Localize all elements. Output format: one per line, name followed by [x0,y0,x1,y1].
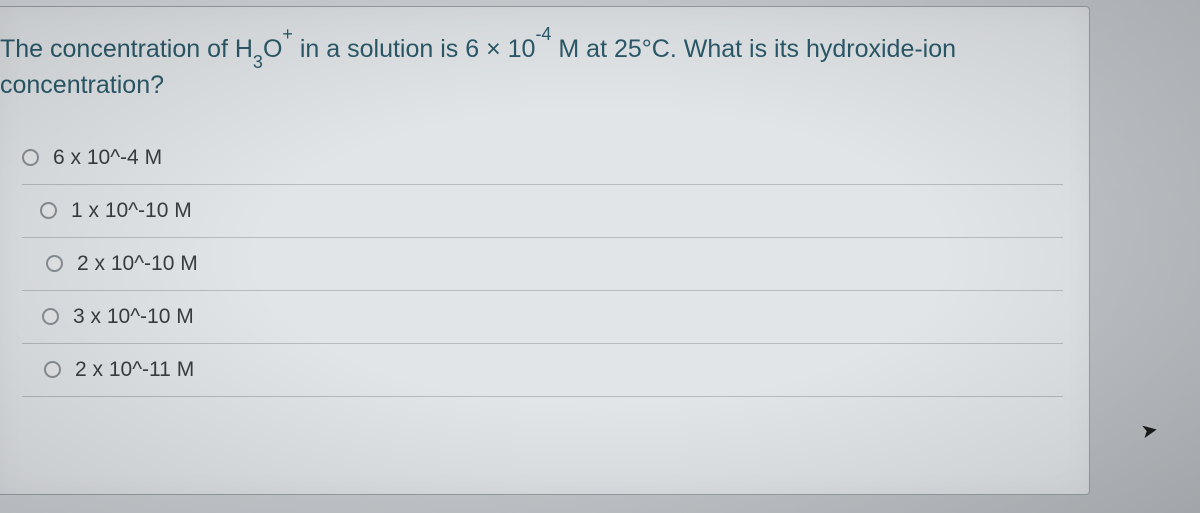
option-row[interactable]: 3 x 10^-10 M [22,291,1063,344]
radio-icon[interactable] [42,308,59,325]
options-list: 6 x 10^-4 M 1 x 10^-10 M 2 x 10^-10 M 3 … [0,132,1063,397]
q-part-prefix: The concentration of H [0,35,253,63]
q-part-mid1: O [263,35,282,63]
radio-icon[interactable] [40,202,57,219]
q-part-mid2: in a solution is 6 × 10 [293,35,536,63]
option-row[interactable]: 2 x 10^-10 M [22,238,1063,291]
q-sup-2: -4 [535,24,551,44]
option-label: 2 x 10^-11 M [75,358,194,382]
question-text: The concentration of H3O+ in a solution … [0,31,1063,104]
q-sub-1: 3 [253,52,263,72]
question-card: The concentration of H3O+ in a solution … [0,6,1090,495]
q-part-mid3: M at 25°C. What is its hydroxide-ion [551,35,956,63]
mouse-cursor-icon: ➤ [1139,417,1160,445]
q-line-2: concentration? [0,71,164,99]
radio-icon[interactable] [44,361,61,378]
option-label: 3 x 10^-10 M [73,305,194,329]
option-row[interactable]: 1 x 10^-10 M [22,185,1063,238]
option-row[interactable]: 6 x 10^-4 M [22,132,1063,185]
option-label: 6 x 10^-4 M [53,146,162,170]
option-row[interactable]: 2 x 10^-11 M [22,344,1063,397]
q-sup-1: + [282,24,293,44]
radio-icon[interactable] [22,149,39,166]
option-label: 2 x 10^-10 M [77,252,198,276]
radio-icon[interactable] [46,255,63,272]
option-label: 1 x 10^-10 M [71,199,192,223]
